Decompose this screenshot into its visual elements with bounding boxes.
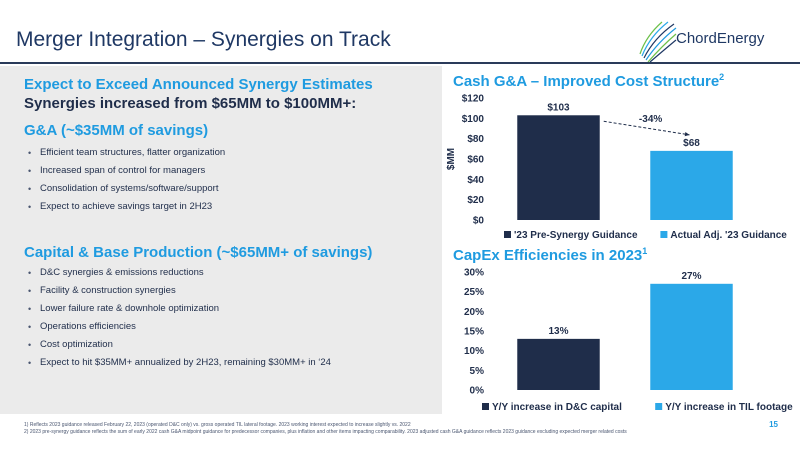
annotation-label: -34% [639, 114, 662, 125]
y-tick-label: $0 [473, 216, 485, 227]
y-tick-label: 15% [464, 327, 484, 338]
bar [650, 150, 733, 220]
page-number: 15 [769, 420, 778, 429]
ga-heading: G&A (~$35MM of savings) [24, 122, 209, 139]
bar-value-label: 27% [681, 271, 701, 282]
ga-bullet-list: Efficient team structures, flatter organ… [28, 146, 225, 218]
y-tick-label: 0% [470, 386, 485, 397]
bar [650, 283, 733, 390]
legend-label: Y/Y increase in TIL footage [665, 402, 793, 413]
cash-ga-title-text: Cash G&A – Improved Cost Structure [453, 73, 720, 90]
cash-ga-chart: $0 $20 $40 $60 $80 $100 $120 $MM $103 $68 -34% '23 … [446, 94, 787, 242]
list-item: Expect to hit $35MM+ annualized by 2H23,… [28, 356, 331, 374]
y-tick-label: $120 [462, 94, 485, 105]
list-item: Facility & construction synergies [28, 284, 331, 302]
cash-ga-footnote-ref: 2 [719, 72, 725, 82]
bar-value-label: $103 [547, 102, 570, 113]
legend-label: '23 Pre-Synergy Guidance [514, 230, 638, 241]
chord-energy-logo [639, 21, 677, 63]
legend-swatch [655, 403, 663, 410]
list-item: Expect to achieve savings target in 2H23 [28, 200, 225, 218]
legend-swatch [482, 403, 489, 410]
list-item: Increased span of control for managers [28, 164, 225, 182]
list-item: Cost optimization [28, 338, 331, 356]
legend-swatch [660, 231, 668, 238]
capex-chart-title: CapEx Efficiencies in 20231 [453, 246, 647, 264]
y-tick-label: $100 [462, 114, 485, 125]
y-tick-label: $40 [467, 175, 484, 186]
page-title: Merger Integration – Synergies on Track [16, 28, 391, 51]
list-item: Consolidation of systems/software/suppor… [28, 182, 225, 200]
legend-label: Y/Y increase in D&C capital [492, 402, 622, 413]
y-tick-label: 10% [464, 346, 484, 357]
logo-text: ChordEnergy [676, 30, 765, 47]
legend-swatch [504, 231, 511, 238]
y-tick-label: $20 [467, 195, 484, 206]
capital-bullet-list: D&C synergies & emissions reductions Fac… [28, 266, 331, 374]
capex-chart: 0% 5% 10% 15% 20% 25% 30% 13% 27% Y/Y increase in… [464, 268, 793, 414]
capex-footnote-ref: 1 [642, 246, 648, 256]
y-tick-label: $60 [467, 155, 484, 166]
y-tick-label: 5% [470, 366, 485, 377]
list-item: Lower failure rate & downhole optimizati… [28, 302, 331, 320]
y-tick-label: $80 [467, 134, 484, 145]
footnotes: 1) Reflects 2023 guidance released Febru… [24, 422, 627, 436]
bar-value-label: $68 [683, 138, 700, 149]
y-tick-label: 25% [464, 287, 484, 298]
y-axis-label: $MM [446, 148, 457, 170]
bar-value-label: 13% [548, 326, 568, 337]
y-tick-label: 20% [464, 307, 484, 318]
capex-title-text: CapEx Efficiencies in 2023 [453, 247, 643, 264]
legend-label: Actual Adj. '23 Guidance [670, 230, 787, 241]
annotation-arrow-head [684, 132, 690, 137]
footnote-2: 2) 2023 pre-synergy guidance reflects th… [24, 429, 627, 435]
annotation-arrow-line [603, 120, 690, 136]
list-item: D&C synergies & emissions reductions [28, 266, 331, 284]
expect-heading: Expect to Exceed Announced Synergy Estim… [24, 76, 373, 93]
bar [517, 115, 600, 220]
y-tick-label: 30% [464, 268, 484, 279]
header-divider [0, 62, 800, 64]
bar [517, 338, 600, 390]
list-item: Operations efficiencies [28, 320, 331, 338]
list-item: Efficient team structures, flatter organ… [28, 146, 225, 164]
cash-ga-chart-title: Cash G&A – Improved Cost Structure2 [453, 72, 724, 90]
capital-heading: Capital & Base Production (~$65MM+ of sa… [24, 244, 373, 261]
synergy-increase-heading: Synergies increased from $65MM to $100MM… [24, 95, 357, 112]
footnote-1: 1) Reflects 2023 guidance released Febru… [24, 422, 411, 428]
logo-mark-icon [639, 21, 677, 63]
